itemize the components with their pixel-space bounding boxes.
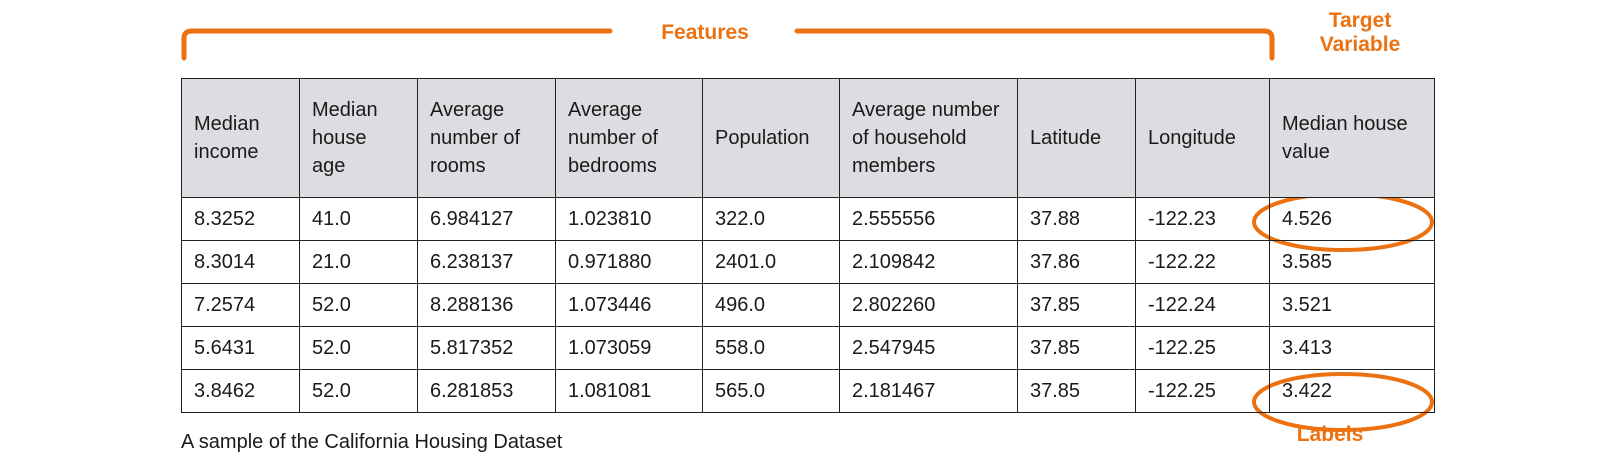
table-row: 8.3252 41.0 6.984127 1.023810 322.0 2.555556 3…	[181, 197, 1435, 241]
features-label: Features	[661, 21, 749, 44]
labels-label: Labels	[1296, 423, 1364, 446]
column-header: Average number of bedrooms	[555, 78, 703, 198]
target-variable-label: Target Variable	[1290, 9, 1430, 57]
feature-value-cell: 37.86	[1017, 240, 1136, 284]
target-value-cell: 4.526	[1269, 197, 1435, 241]
feature-value-cell: 1.073446	[555, 283, 703, 327]
feature-value-cell: 496.0	[702, 283, 840, 327]
column-header: Median house value	[1269, 78, 1435, 198]
features-bracket-left	[181, 28, 613, 61]
feature-value-cell: 8.3014	[181, 240, 300, 284]
table-header-row: Median income Median house age Average num…	[181, 78, 1435, 198]
table-row: 7.2574 52.0 8.288136 1.073446 496.0 2.802260 3…	[181, 283, 1435, 327]
feature-value-cell: 52.0	[299, 369, 418, 413]
column-header: Median income	[181, 78, 300, 198]
column-header: Average number of rooms	[417, 78, 556, 198]
column-header: Median house age	[299, 78, 418, 198]
feature-value-cell: 8.288136	[417, 283, 556, 327]
feature-value-cell: 37.85	[1017, 369, 1136, 413]
feature-value-cell: 37.85	[1017, 326, 1136, 370]
feature-value-cell: 1.023810	[555, 197, 703, 241]
feature-value-cell: 5.817352	[417, 326, 556, 370]
feature-value-cell: 2401.0	[702, 240, 840, 284]
table-row: 3.8462 52.0 6.281853 1.081081 565.0 2.181467 3…	[181, 369, 1435, 413]
feature-value-cell: 2.802260	[839, 283, 1018, 327]
feature-value-cell: -122.25	[1135, 369, 1270, 413]
feature-value-cell: 558.0	[702, 326, 840, 370]
target-value-cell: 3.413	[1269, 326, 1435, 370]
feature-value-cell: -122.24	[1135, 283, 1270, 327]
feature-value-cell: 52.0	[299, 326, 418, 370]
feature-value-cell: 1.073059	[555, 326, 703, 370]
feature-value-cell: 37.88	[1017, 197, 1136, 241]
feature-value-cell: 2.547945	[839, 326, 1018, 370]
feature-value-cell: 41.0	[299, 197, 418, 241]
feature-value-cell: -122.23	[1135, 197, 1270, 241]
column-header: Average number of household members	[839, 78, 1018, 198]
feature-value-cell: 37.85	[1017, 283, 1136, 327]
table-row: 5.6431 52.0 5.817352 1.073059 558.0 2.547945 3…	[181, 326, 1435, 370]
feature-value-cell: -122.22	[1135, 240, 1270, 284]
table-row: 8.3014 21.0 6.238137 0.971880 2401.0 2.109842…	[181, 240, 1435, 284]
column-header: Longitude	[1135, 78, 1270, 198]
features-bracket-right	[794, 28, 1275, 61]
feature-value-cell: 6.984127	[417, 197, 556, 241]
feature-value-cell: -122.25	[1135, 326, 1270, 370]
feature-value-cell: 6.238137	[417, 240, 556, 284]
feature-value-cell: 52.0	[299, 283, 418, 327]
feature-value-cell: 3.8462	[181, 369, 300, 413]
feature-value-cell: 7.2574	[181, 283, 300, 327]
table-body: 8.3252 41.0 6.984127 1.023810 322.0 2.555556 3…	[181, 197, 1435, 413]
feature-value-cell: 1.081081	[555, 369, 703, 413]
feature-value-cell: 21.0	[299, 240, 418, 284]
feature-value-cell: 2.555556	[839, 197, 1018, 241]
target-value-cell: 3.422	[1269, 369, 1435, 413]
column-header: Latitude	[1017, 78, 1136, 198]
feature-value-cell: 6.281853	[417, 369, 556, 413]
target-label-line1: Target	[1328, 9, 1392, 32]
table-caption: A sample of the California Housing Datas…	[181, 431, 563, 453]
california-housing-table: Median income Median house age Average num…	[181, 78, 1435, 413]
target-value-cell: 3.585	[1269, 240, 1435, 284]
feature-value-cell: 565.0	[702, 369, 840, 413]
feature-value-cell: 322.0	[702, 197, 840, 241]
target-value-cell: 3.521	[1269, 283, 1435, 327]
feature-value-cell: 8.3252	[181, 197, 300, 241]
feature-value-cell: 0.971880	[555, 240, 703, 284]
feature-value-cell: 2.181467	[839, 369, 1018, 413]
column-header: Population	[702, 78, 840, 198]
feature-value-cell: 2.109842	[839, 240, 1018, 284]
target-label-line2: Variable	[1319, 33, 1401, 56]
feature-value-cell: 5.6431	[181, 326, 300, 370]
